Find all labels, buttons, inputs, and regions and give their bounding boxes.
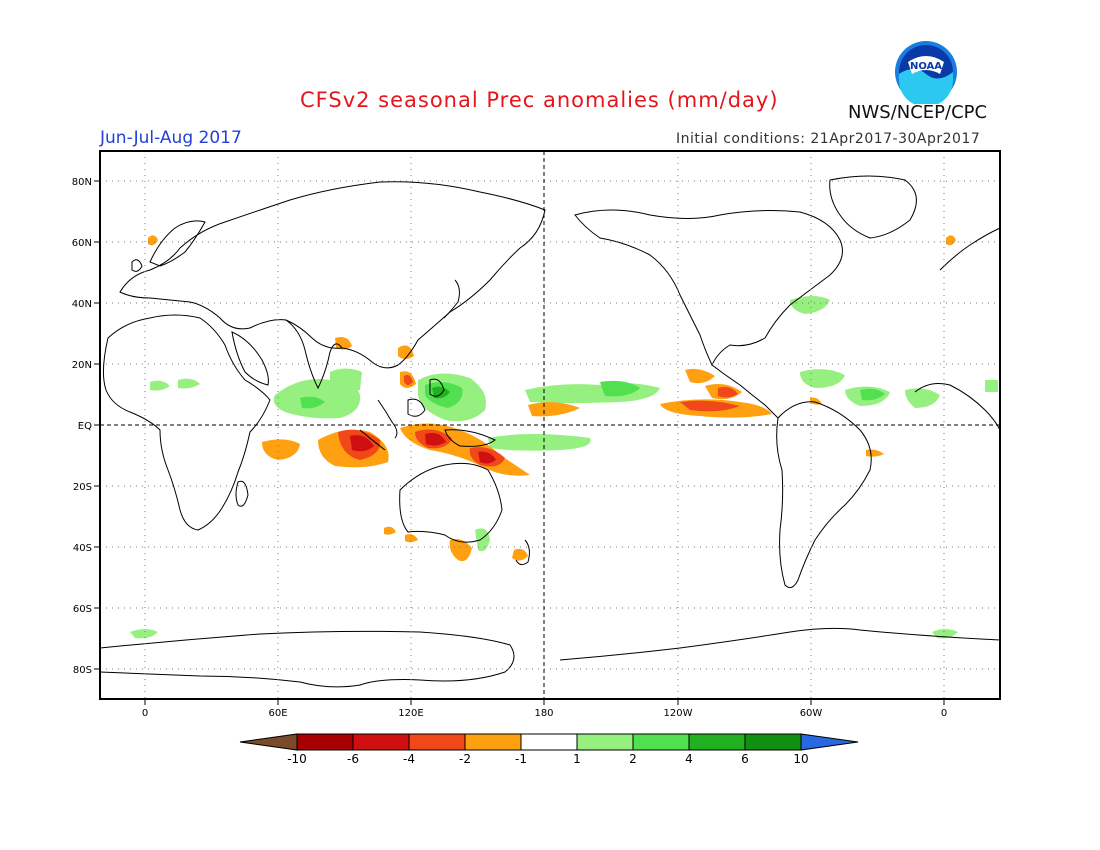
colorbar-label: 2 [629,752,637,766]
colorbar-label: -10 [287,752,307,766]
north-america-outline [574,209,843,367]
colorbar-box [520,733,578,751]
colorbar-label: -4 [403,752,415,766]
colorbar-label: 6 [741,752,749,766]
colorbar-label: -1 [515,752,527,766]
colorbar-box [408,733,466,751]
lon-label: 180 [534,708,553,719]
initial-conditions-label: Initial conditions: 21Apr2017-30Apr2017 [676,131,981,147]
colorbar-label: -6 [347,752,359,766]
lat-label: 40S [73,543,92,554]
latitude-labels: 80N 60N 40N 20N EQ 20S 40S 60S 80S [72,177,92,676]
colorbar-box [688,733,746,751]
eurasia-outline [119,181,546,369]
colorbar-box [296,733,354,751]
lon-label: 0 [142,708,148,719]
noaa-logo: NOAA [895,41,957,104]
colorbar-label: 4 [685,752,693,766]
lat-label: EQ [78,421,92,432]
colorbar-box [576,733,634,751]
lat-label: 20S [73,482,92,493]
reference-lines [100,151,1000,699]
lat-label: 40N [72,299,92,310]
lat-lon-grid [100,151,1000,699]
season-label: Jun-Jul-Aug 2017 [100,128,242,148]
lon-label: 0 [941,708,947,719]
coastlines [99,175,1001,688]
colorbar-boxes [296,733,802,751]
africa-outline [102,314,271,531]
australia-outline [399,462,503,543]
colorbar-label: -2 [459,752,471,766]
lon-label: 60W [800,708,823,719]
lat-label: 60S [73,604,92,615]
lat-label: 80S [73,665,92,676]
agency-label: NWS/NCEP/CPC [848,102,988,123]
lon-label: 120W [664,708,693,719]
colorbar-labels: -10 -6 -4 -2 -1 1 2 4 6 10 [287,752,808,766]
lon-label: 120E [398,708,423,719]
colorbar-box [464,733,522,751]
colorbar-low-arrow [239,733,298,751]
lat-label: 20N [72,360,92,371]
antarctica-outline [99,630,515,688]
colorbar-label: 1 [573,752,581,766]
colorbar-box [744,733,802,751]
south-america-outline [776,401,872,589]
colorbar-high-arrow [800,733,859,751]
colorbar-label: 10 [793,752,808,766]
colorbar: -10 -6 -4 -2 -1 1 2 4 6 10 [239,733,859,766]
anomaly-shading [130,235,998,639]
lat-label: 60N [72,238,92,249]
map-title: CFSv2 seasonal Prec anomalies (mm/day) [300,88,779,112]
noaa-logo-text: NOAA [910,61,942,72]
colorbar-box [632,733,690,751]
colorbar-box [352,733,410,751]
lat-label: 80N [72,177,92,188]
lon-label: 60E [268,708,287,719]
longitude-labels: 0 60E 120E 180 120W 60W 0 [142,708,947,719]
